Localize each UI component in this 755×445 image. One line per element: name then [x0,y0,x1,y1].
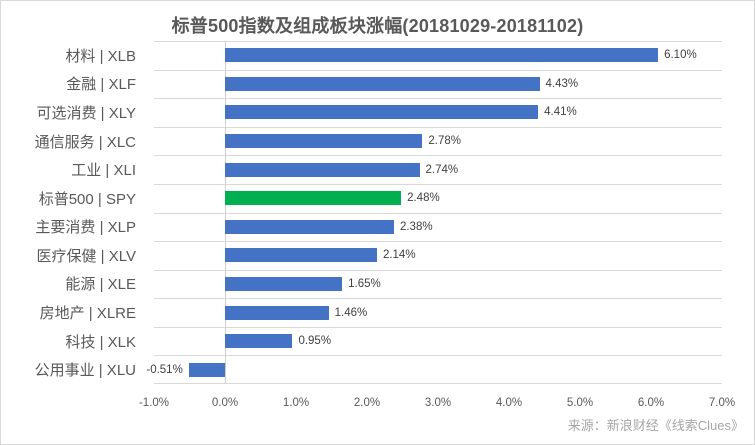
bar-series [225,305,329,320]
bar-value-label: 2.74% [425,163,459,176]
gridline [154,212,722,214]
chart-title: 标普500指数及组成板块涨幅(20181029-20181102) [171,16,584,36]
bar-series [225,248,377,263]
bar-value-label: 1.65% [348,277,381,290]
x-tick-label: 2.0% [353,397,381,409]
plot-area: 6.10% 4.43% 4.41% 2.78% 2.74% 2.48% 2.38% 2.14%… [146,41,722,384]
x-tick-label: 1.0% [282,397,310,409]
x-tick-label: 7.0% [708,397,736,409]
source-note: 来源：新浪财经《线索Clues》 [567,418,744,433]
bar-series [225,219,394,234]
x-tick-label: 5.0% [566,397,594,409]
category-label: 材料 | XLB [65,47,136,65]
category-label: 能源 | XLE [65,276,136,294]
x-tick-label: -1.0% [138,397,170,409]
x-tick-label: 3.0% [424,397,452,409]
bar-value-label: 2.14% [382,249,416,262]
x-tick-label: 0.0% [211,397,239,409]
bar-series [225,105,539,120]
gridline [154,355,722,357]
category-label: 可选消费 | XLY [36,104,136,122]
bar-value-label: 1.46% [334,306,368,319]
gridline [154,183,722,185]
bar-series [225,134,423,149]
x-axis-ticks: -1.0% 0.0% 1.0% 2.0% 3.0% 4.0% 5.0% 6.0% 7.0% [139,397,735,413]
gridline [154,326,722,328]
gridline [154,298,722,300]
category-label: 公用事业 | XLU [34,362,136,380]
gridline [154,126,722,128]
gridline [154,98,722,100]
bar-series [225,334,293,349]
gridline [154,69,722,71]
bar-highlight [225,191,402,206]
category-label: 房地产 | XLRE [39,305,136,323]
category-label: 工业 | XLI [71,162,136,180]
bar-series [225,76,540,91]
category-label: 通信服务 | XLC [34,133,136,151]
gridline [154,269,722,271]
bar-value-label: 4.43% [545,77,579,90]
bar-value-label: 2.78% [428,135,461,148]
zero-axis-line [225,41,226,384]
category-label: 科技 | XLK [65,333,136,351]
x-tick-label: 4.0% [495,397,523,409]
bar-series [188,362,225,377]
bar-series [225,162,420,177]
gridline [154,383,722,384]
bar-value-label: 2.38% [399,220,433,233]
bar-series [225,48,659,63]
category-axis: 材料 | XLB 金融 | XLF 可选消费 | XLY 通信服务 | XLC 工业 |… [1,41,136,384]
gridline [154,155,722,157]
bar-series [225,276,343,291]
category-label: 主要消费 | XLP [35,219,136,237]
bar-value-label: -0.51% [146,363,183,376]
gridline [154,41,722,42]
category-label: 金融 | XLF [66,76,136,94]
category-label: 标普500 | SPY [38,190,136,208]
x-tick-label: 6.0% [637,397,665,409]
bar-value-label: 0.95% [298,335,332,348]
bar-value-label: 2.48% [407,192,440,205]
bar-value-label: 4.41% [544,106,577,119]
bar-value-label: 6.10% [664,49,697,62]
gridline [154,241,722,243]
category-label: 医疗保健 | XLV [36,247,136,265]
